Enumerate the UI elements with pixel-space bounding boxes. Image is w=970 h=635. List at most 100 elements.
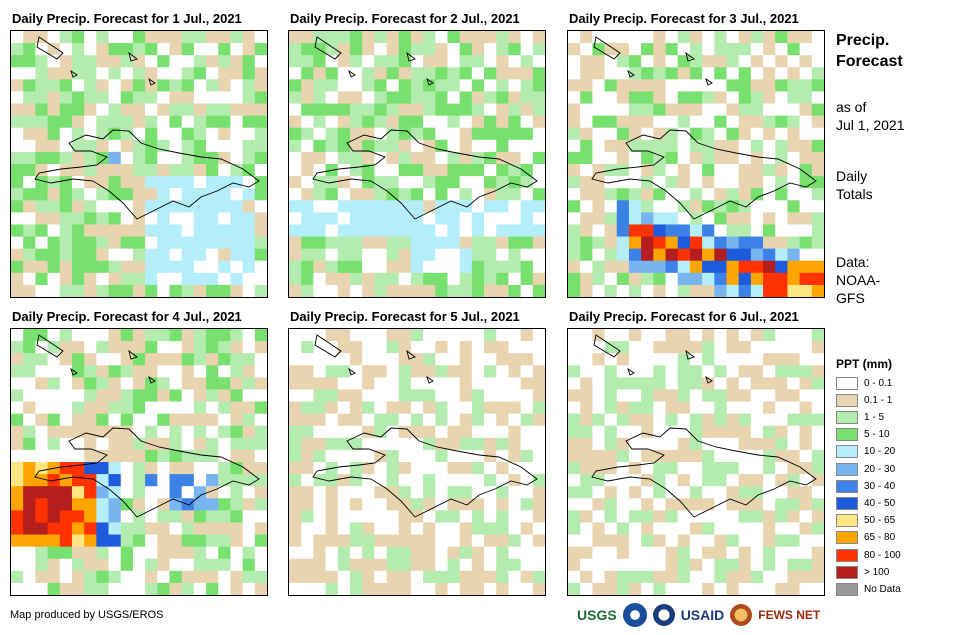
precip-cell (325, 284, 339, 297)
precip-cell (169, 570, 183, 584)
precip-cell (398, 449, 412, 463)
precip-cell (47, 115, 61, 129)
precip-cell (23, 272, 36, 286)
precip-cell (787, 582, 801, 595)
precip-cell (325, 365, 339, 378)
precip-cell (423, 91, 436, 105)
legend-label: 10 - 20 (864, 446, 896, 458)
precip-cell (811, 377, 824, 391)
precip-cell (750, 103, 764, 117)
precip-cell (386, 510, 400, 524)
precip-cell (471, 188, 485, 201)
precip-cell (508, 449, 522, 463)
precip-cell (71, 212, 85, 226)
precip-cell (604, 449, 618, 463)
precip-cell (750, 164, 764, 177)
precip-cell (145, 260, 158, 274)
precip-cell (580, 570, 593, 584)
precip-cell (362, 176, 375, 189)
precip-cell (423, 401, 436, 415)
precip-cell (349, 558, 363, 572)
precip-cell (289, 43, 302, 56)
precip-cell (799, 474, 813, 487)
precip-cell (313, 67, 327, 80)
precip-cell (702, 260, 715, 274)
precip-cell (689, 151, 703, 165)
precip-cell (362, 546, 375, 560)
precip-cell (604, 570, 618, 584)
precip-cell (301, 510, 314, 524)
precip-cell (787, 248, 801, 262)
precip-cell (11, 43, 24, 56)
precip-cell (71, 401, 85, 415)
precip-cell (337, 260, 351, 274)
precip-cell (665, 486, 679, 499)
precip-cell (702, 449, 715, 463)
precip-cell (459, 341, 473, 354)
precip-cell (532, 188, 545, 201)
precip-cell (410, 127, 424, 141)
precip-cell (628, 377, 642, 391)
precip-cell (459, 377, 473, 391)
precip-cell (471, 498, 485, 511)
precip-cell (726, 188, 740, 201)
precip-cell (580, 139, 593, 153)
precip-cell (702, 510, 715, 524)
precip-cell (313, 248, 327, 262)
precip-cell (484, 365, 497, 378)
precip-cell (11, 389, 24, 403)
precip-cell (750, 413, 764, 427)
precip-cell (811, 570, 824, 584)
precip-cell (71, 413, 85, 427)
precip-cell (337, 212, 351, 226)
precip-cell (349, 212, 363, 226)
precip-cell (775, 558, 789, 572)
precip-cell (799, 365, 813, 378)
precip-cell (301, 115, 314, 129)
precip-cell (604, 248, 618, 262)
precip-cell (242, 212, 256, 226)
precip-cell (398, 236, 412, 250)
precip-cell (230, 91, 244, 105)
precip-cell (145, 115, 158, 129)
precip-cell (799, 522, 813, 536)
precip-cell (157, 272, 171, 286)
precip-cell (230, 582, 244, 595)
precip-cell (96, 401, 110, 415)
precip-cell (423, 486, 436, 499)
precip-cell (23, 498, 36, 511)
precip-cell (665, 365, 679, 378)
precip-cell (181, 365, 195, 378)
precip-cell (641, 462, 654, 475)
precip-cell (289, 31, 302, 44)
precip-cell (520, 425, 534, 439)
precip-cell (532, 151, 545, 165)
precip-cell (169, 425, 183, 439)
precip-cell (532, 164, 545, 177)
precip-cell (254, 79, 267, 93)
precip-cell (520, 329, 534, 342)
precip-cell (520, 236, 534, 250)
precip-cell (677, 248, 691, 262)
precip-cell (787, 55, 801, 68)
precip-cell (435, 151, 449, 165)
precip-cell (775, 43, 789, 56)
precip-cell (726, 462, 740, 475)
precip-cell (799, 329, 813, 342)
precip-cell (580, 389, 593, 403)
precip-cell (289, 341, 302, 354)
precip-cell (702, 200, 715, 213)
precip-cell (616, 176, 630, 189)
precip-cell (301, 425, 314, 439)
precip-cell (218, 413, 232, 427)
precip-cell (496, 582, 510, 595)
precip-cell (35, 558, 49, 572)
island-coastline (314, 334, 342, 358)
precip-cell (289, 212, 302, 226)
precip-cell (230, 449, 244, 463)
precip-cell (435, 329, 449, 342)
precip-cell (398, 103, 412, 117)
precip-cell (242, 570, 256, 584)
precip-cell (145, 377, 158, 391)
precip-cell (289, 474, 302, 487)
